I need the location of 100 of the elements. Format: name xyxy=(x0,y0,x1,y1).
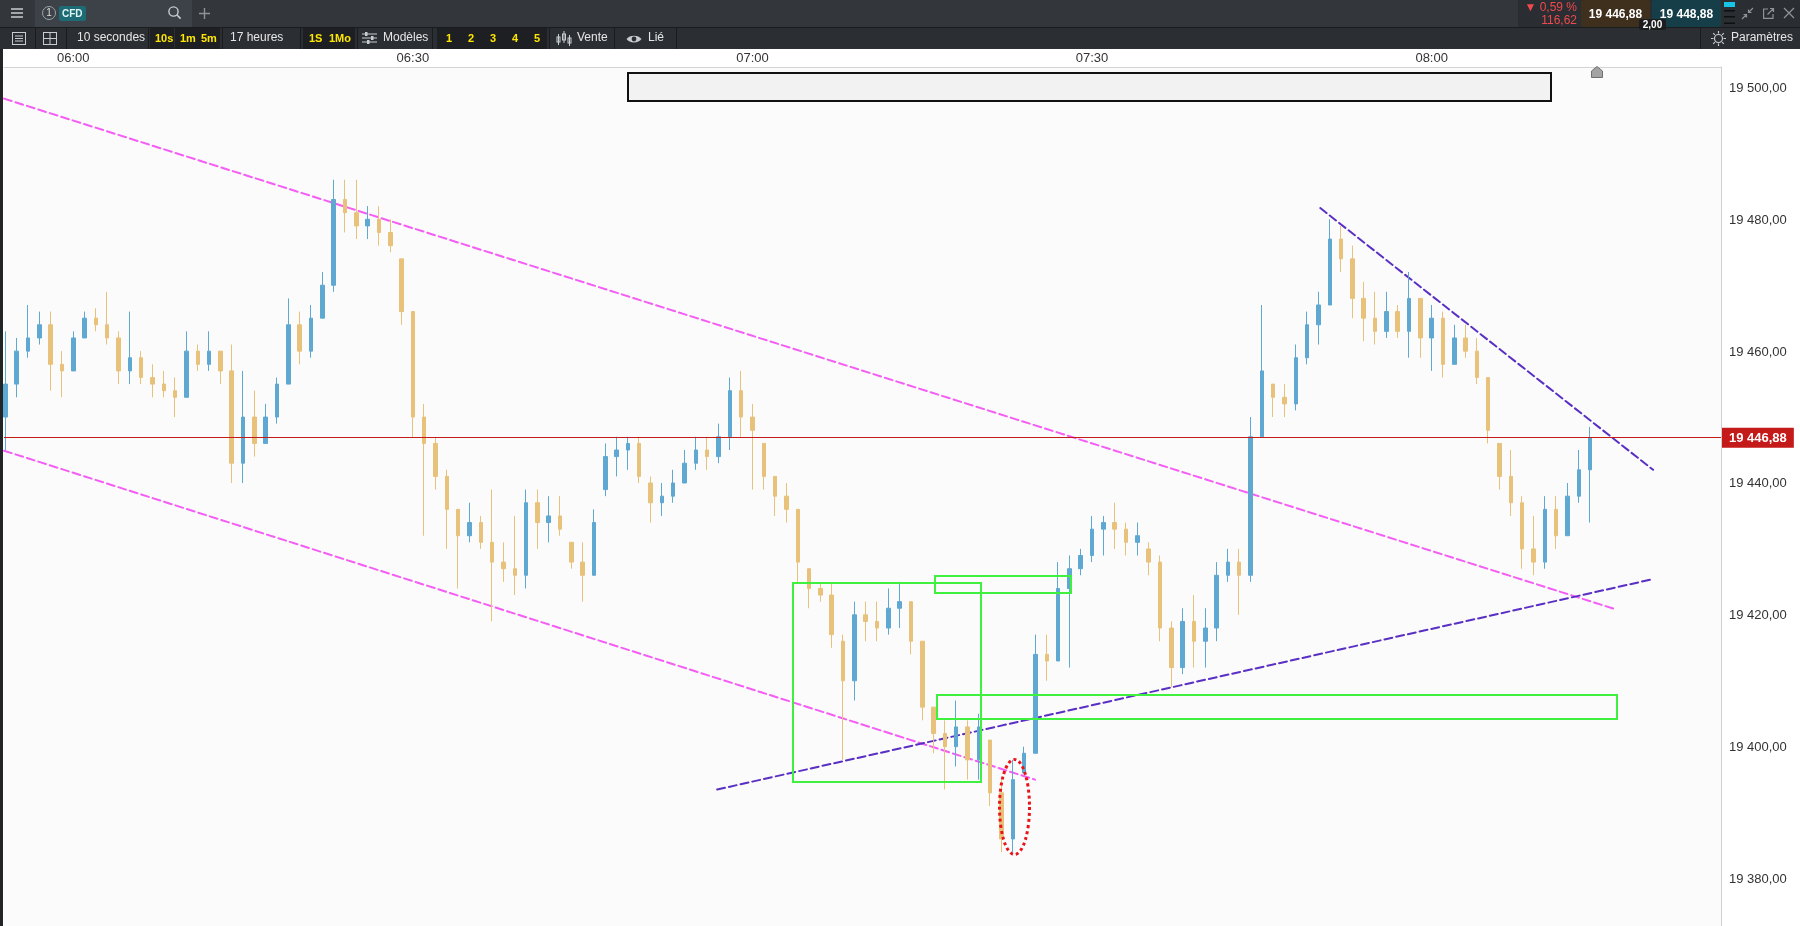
candlestick xyxy=(1531,515,1536,576)
text: 2 xyxy=(468,32,475,45)
text: Modèles xyxy=(383,30,429,45)
candlestick xyxy=(535,489,540,550)
text: 2,00 xyxy=(1642,18,1663,30)
candlestick xyxy=(1395,304,1400,339)
candlestick xyxy=(320,271,325,319)
candlestick xyxy=(773,475,777,517)
candlestick xyxy=(818,581,823,603)
candlestick xyxy=(1135,522,1140,556)
candlestick xyxy=(886,587,891,636)
candlestick xyxy=(1509,449,1513,517)
candlestick xyxy=(1384,291,1389,339)
candlestick xyxy=(829,581,834,649)
candlestick xyxy=(1169,620,1174,688)
text: 1m xyxy=(180,32,196,45)
candlestick xyxy=(739,370,743,438)
candlestick xyxy=(1248,416,1253,583)
candlestick xyxy=(128,311,132,385)
candlestick xyxy=(1011,759,1015,853)
candlestick xyxy=(263,403,268,444)
y-tick-label: 19 480,00 xyxy=(1729,211,1787,227)
candlestick xyxy=(705,436,709,471)
candlestick xyxy=(1588,426,1592,524)
candlestick xyxy=(48,311,53,392)
candlestick xyxy=(150,363,155,398)
text: ▼ 0,59 % xyxy=(1524,0,1577,15)
candlestick xyxy=(456,508,460,589)
candlestick xyxy=(626,436,630,471)
candlestick xyxy=(1271,383,1275,418)
candlestick xyxy=(694,436,698,471)
candlestick xyxy=(490,489,494,622)
candlestick xyxy=(1192,594,1196,669)
candlestick xyxy=(1033,634,1038,754)
candlestick xyxy=(275,377,279,425)
candlestick xyxy=(931,706,936,754)
text: 1S xyxy=(309,32,323,45)
candlestick xyxy=(1486,377,1490,444)
candlestick xyxy=(1158,555,1162,642)
y-tick-label: 19 380,00 xyxy=(1729,871,1787,887)
candlestick xyxy=(354,179,359,240)
candlestick xyxy=(1350,245,1355,319)
candlestick xyxy=(592,508,596,576)
candlestick xyxy=(139,350,143,385)
candlestick xyxy=(331,179,336,293)
candlestick xyxy=(546,495,551,543)
text: 19 448,88 xyxy=(1659,6,1714,21)
y-tick-label: 19 440,00 xyxy=(1729,475,1787,491)
candlestick xyxy=(603,442,608,497)
candlestick xyxy=(909,601,913,655)
candlestick xyxy=(37,311,42,346)
candlestick xyxy=(796,508,800,583)
text: 1Mo xyxy=(329,32,351,45)
candlestick xyxy=(852,601,857,702)
candlestick xyxy=(1407,271,1411,359)
candlestick xyxy=(1226,548,1230,583)
text: Lié xyxy=(648,30,665,45)
x-tick-label: 06:00 xyxy=(57,50,90,65)
candlestick xyxy=(841,634,845,761)
candlestick xyxy=(445,469,449,550)
candlestick xyxy=(433,436,438,491)
candlestick xyxy=(580,541,585,603)
candlestick xyxy=(1520,495,1524,570)
candlestick xyxy=(252,390,257,458)
text: 10 secondes xyxy=(77,30,146,45)
candlestick xyxy=(671,469,675,504)
candlestick xyxy=(943,719,947,791)
candlestick xyxy=(3,330,8,451)
candlestick xyxy=(728,377,732,451)
candlestick xyxy=(1361,281,1366,342)
candlestick xyxy=(196,344,200,372)
candlestick xyxy=(399,258,404,326)
candlestick xyxy=(116,330,121,385)
candlestick xyxy=(1203,607,1208,669)
candlestick xyxy=(637,436,641,484)
candlestick xyxy=(558,495,562,537)
candlestick xyxy=(1305,311,1309,365)
candlestick xyxy=(569,541,574,570)
candlestick xyxy=(1316,291,1321,346)
text: Paramètres xyxy=(1731,30,1794,45)
candlestick xyxy=(875,601,879,642)
candlestick xyxy=(377,205,381,247)
candlestick xyxy=(184,330,189,398)
candlestick xyxy=(1441,311,1445,379)
candlestick xyxy=(365,205,370,240)
candlestick xyxy=(14,337,19,398)
candlestick xyxy=(1214,561,1219,642)
candlestick xyxy=(422,403,426,537)
candlestick xyxy=(82,311,87,339)
x-tick-label: 08:00 xyxy=(1415,50,1448,65)
candlestick xyxy=(1418,297,1423,359)
text: 3 xyxy=(490,32,497,45)
candlestick xyxy=(965,719,970,781)
candlestick xyxy=(1339,225,1343,273)
candlestick xyxy=(286,297,291,385)
candlestick xyxy=(660,482,664,517)
ref-line-label: 19 446,88 xyxy=(1729,430,1787,446)
candlestick xyxy=(1543,495,1547,570)
text: 19 446,88 xyxy=(1588,6,1643,21)
candlestick xyxy=(1124,522,1128,556)
